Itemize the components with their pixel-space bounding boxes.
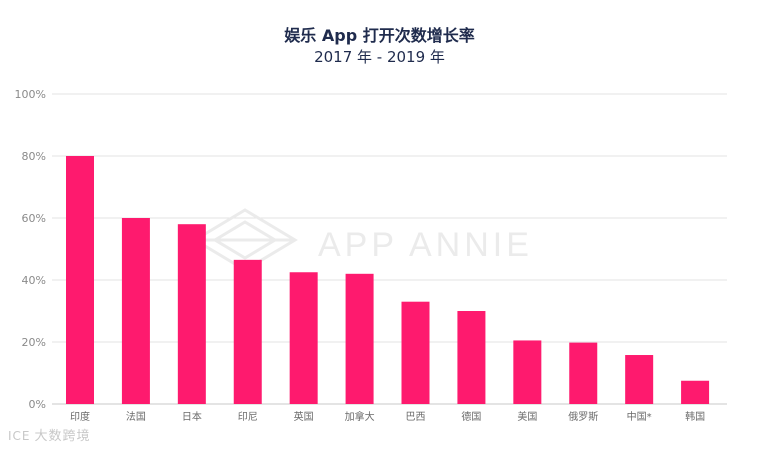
x-tick-label: 德国 — [461, 410, 481, 423]
chart-subtitle: 2017 年 - 2019 年 — [314, 48, 445, 66]
x-tick-label: 印度 — [70, 410, 90, 423]
bar-4 — [233, 259, 262, 404]
y-tick-label: 0% — [29, 398, 46, 411]
bar-1 — [66, 156, 94, 404]
bar-3 — [177, 224, 206, 404]
bar-2 — [121, 218, 150, 404]
bar-12 — [681, 380, 710, 404]
x-tick-label: 巴西 — [406, 411, 426, 423]
y-tick-label: 40% — [22, 274, 46, 287]
y-tick-labels: 0% 20% 40% 60% 80% 100% — [15, 88, 46, 411]
gridlines — [52, 93, 727, 405]
x-tick-label: 英国 — [294, 410, 314, 423]
y-tick-label: 80% — [22, 150, 46, 163]
watermark-text: APP ANNIE — [318, 226, 533, 264]
bar-5 — [289, 272, 318, 404]
bar-11 — [625, 355, 654, 404]
y-tick-label: 100% — [15, 88, 46, 101]
footer-logo-icon: ICE — [8, 429, 31, 443]
x-tick-label: 印尼 — [238, 411, 258, 423]
watermark: APP ANNIE — [192, 208, 533, 272]
chart-title: 娱乐 App 打开次数增长率 — [284, 26, 475, 45]
x-tick-label: 俄罗斯 — [568, 410, 598, 423]
footer-logo: ICE 大数跨境 — [8, 425, 91, 444]
x-tick-label: 日本 — [182, 410, 202, 423]
bar-10 — [569, 342, 598, 404]
x-tick-label: 美国 — [517, 410, 537, 423]
x-tick-labels: 印度 法国 日本 印尼 英国 加拿大 巴西 德国 美国 俄罗斯 中国* 韩国 — [70, 410, 705, 423]
x-tick-label: 加拿大 — [345, 410, 375, 423]
bar-6 — [345, 273, 374, 404]
bars — [66, 156, 710, 404]
x-tick-label: 法国 — [126, 410, 146, 423]
y-tick-label: 20% — [22, 336, 46, 349]
y-tick-label: 60% — [22, 212, 46, 225]
bar-7 — [401, 301, 430, 404]
bar-8 — [457, 311, 486, 404]
x-tick-label: 中国* — [627, 410, 652, 423]
footer-logo-text: 大数跨境 — [34, 429, 91, 444]
x-tick-label: 韩国 — [685, 410, 705, 423]
bar-9 — [513, 340, 542, 404]
